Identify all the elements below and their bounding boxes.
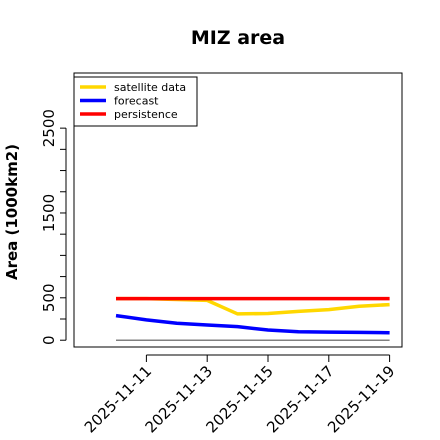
y-tick-label: 1500 (40, 194, 58, 232)
series-layer (115, 296, 390, 341)
y-tick-label: 2500 (40, 109, 58, 147)
legend-label: satellite data (114, 81, 186, 94)
y-tick-label: 500 (40, 283, 58, 312)
series-line-forecast (115, 313, 390, 335)
chart-title: MIZ area (191, 27, 285, 49)
plot-frame (73, 72, 403, 348)
legend-label: persistence (114, 108, 178, 121)
y-tick-label: 0 (40, 335, 58, 345)
axes: 0500150025002025-11-112025-11-132025-11-… (40, 109, 398, 436)
y-axis-label: Area (1000km2) (3, 144, 21, 280)
legend-label: forecast (114, 95, 159, 108)
series-line-satellite-data (116, 296, 390, 316)
